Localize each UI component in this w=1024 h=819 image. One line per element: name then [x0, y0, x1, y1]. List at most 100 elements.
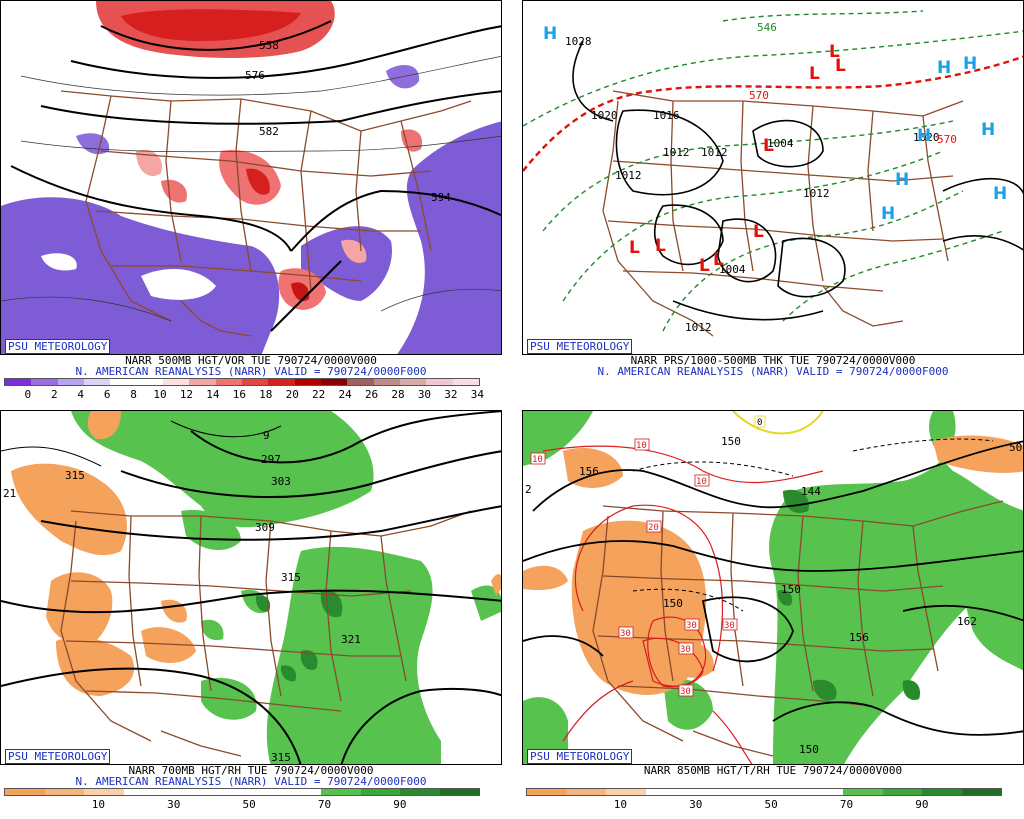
low-pressure-marker: L — [809, 64, 820, 84]
rh-colorbar-ticks-850: 10 30 50 70 90 — [526, 799, 1002, 811]
colorbar-tick-label: 10 — [613, 798, 628, 811]
high-pressure-marker: H — [963, 54, 977, 74]
temp-label-20: 20 — [648, 523, 659, 533]
contour-label-594: 594 — [431, 191, 451, 204]
low-pressure-marker: L — [763, 136, 774, 156]
map-500mb: 558 576 582 594 PSU METEOROLOGY — [0, 0, 502, 355]
pressure-label-1012-a: 1012 — [663, 146, 690, 159]
low-pressure-marker: L — [835, 56, 846, 76]
colorbar-swatch — [321, 789, 361, 795]
colorbar-swatch — [57, 379, 84, 385]
low-pressure-marker: L — [829, 42, 840, 62]
height-label-150-c: 150 — [799, 743, 819, 756]
colorbar-tick-label: 14 — [206, 388, 220, 401]
temp-label-10-c: 10 — [696, 477, 707, 487]
colorbar-tick-label: 24 — [338, 388, 352, 401]
colorbar-swatch — [961, 789, 1001, 795]
contour-label-558: 558 — [259, 39, 279, 52]
low-pressure-marker: L — [699, 256, 710, 276]
colorbar-tick-label: 70 — [317, 798, 332, 811]
height-label-150-b: 150 — [781, 583, 801, 596]
colorbar-swatch — [360, 789, 400, 795]
colorbar-swatch — [294, 379, 321, 385]
colorbar-swatch — [922, 789, 962, 795]
colorbar-swatch — [189, 379, 216, 385]
colorbar-tick-label: 50 — [764, 798, 778, 811]
colorbar-swatch — [566, 789, 606, 795]
colorbar-swatch — [163, 789, 203, 795]
contour-label-315-a: 315 — [65, 469, 85, 482]
map-valid-line: N. AMERICAN REANALYSIS (NARR) VALID = 79… — [75, 365, 427, 378]
contour-label-303: 303 — [271, 475, 291, 488]
colorbar-tick-label: 6 — [103, 388, 111, 401]
colorbar-swatch — [136, 379, 163, 385]
colorbar-tick-label: 12 — [179, 388, 194, 401]
panel-850mb-temperature: 156 144 150 150 156 162 150 150 2 50 — [522, 410, 1024, 819]
contour-label-9: 9 — [263, 429, 270, 442]
contour-label-297: 297 — [261, 453, 281, 466]
vorticity-colorbar — [4, 378, 480, 386]
high-pressure-marker: H — [543, 24, 557, 44]
colorbar-tick-label: 10 — [91, 798, 106, 811]
high-pressure-marker: H — [895, 170, 909, 190]
contour-label-309: 309 — [255, 521, 275, 534]
pressure-label-1012-c: 1012 — [701, 146, 728, 159]
map-title: NARR 500MB HGT/VOR TUE 790724/0000V000 — [125, 354, 377, 367]
colorbar-swatch — [882, 789, 922, 795]
high-pressure-marker: H — [881, 204, 895, 224]
rh-colorbar — [4, 788, 480, 796]
colorbar-swatch — [31, 379, 58, 385]
colorbar-tick-label: 34 — [470, 388, 484, 401]
map-surface: 1028 1020 1016 1012 1012 1012 1004 1012 … — [522, 0, 1024, 355]
colorbar-tick-label: 10 — [153, 388, 167, 401]
colorbar-tick-label: 26 — [364, 388, 379, 401]
colorbar-tick-label: 8 — [130, 388, 137, 401]
colorbar-swatch — [84, 789, 124, 795]
psu-meteorology-badge: PSU METEOROLOGY — [5, 749, 111, 764]
colorbar-swatch — [724, 789, 764, 795]
colorbar-swatch — [685, 789, 725, 795]
pressure-label-1020: 1020 — [591, 109, 618, 122]
high-pressure-marker: H — [981, 120, 995, 140]
map-surface-graphic: 1028 1020 1016 1012 1012 1012 1004 1012 … — [523, 10, 1023, 337]
map-title: NARR PRS/1000-500MB THK TUE 790724/0000V… — [630, 354, 916, 367]
high-pressure-marker: H — [937, 58, 951, 78]
pressure-label-1016: 1016 — [653, 109, 680, 122]
colorbar-swatch — [123, 789, 163, 795]
map-valid-line: N. AMERICAN REANALYSIS (NARR) VALID = 79… — [597, 365, 949, 378]
pressure-label-1012-d: 1012 — [803, 187, 830, 200]
panel-surface-pressure: 1028 1020 1016 1012 1012 1012 1004 1012 … — [522, 0, 1024, 409]
colorbar-swatch — [215, 379, 242, 385]
colorbar-swatch — [281, 789, 321, 795]
contour-label-315-c: 315 — [271, 751, 291, 764]
high-pressure-marker: H — [993, 184, 1007, 204]
contour-label-582: 582 — [259, 125, 279, 138]
colorbar-tick-label: 90 — [393, 798, 407, 811]
contour-label-21: 21 — [3, 487, 16, 500]
pressure-label-1012-b: 1012 — [615, 169, 642, 182]
height-label-156-a: 156 — [579, 465, 599, 478]
map-valid-line: N. AMERICAN REANALYSIS (NARR) VALID = 79… — [75, 775, 427, 788]
height-label-150-d: 150 — [721, 435, 741, 448]
thickness-label-546: 546 — [757, 21, 777, 34]
colorbar-tick-label: 20 — [285, 388, 299, 401]
colorbar-tick-label: 22 — [312, 388, 326, 401]
colorbar-swatch — [843, 789, 883, 795]
temp-label-10-a: 10 — [532, 455, 543, 465]
temp-label-30-e: 30 — [680, 687, 691, 697]
temp-label-30-a: 30 — [620, 629, 631, 639]
vorticity-colorbar-ticks: 0 2 4 6 8 10 12 14 16 18 20 22 24 26 28 30 32 34 — [4, 388, 483, 401]
colorbar-tick-label: 32 — [444, 388, 458, 401]
colorbar-tick-label: 16 — [232, 388, 246, 401]
psu-meteorology-badge: PSU METEOROLOGY — [5, 339, 111, 354]
pressure-label-1020-b: 1020 — [913, 131, 940, 144]
height-label-50: 50 — [1009, 441, 1022, 454]
panel-700mb-rh: 315 297 303 309 315 321 315 21 9 PSU MET… — [0, 410, 502, 819]
map-700mb-graphic: 315 297 303 309 315 321 315 21 9 — [1, 411, 501, 764]
colorbar-tick-label: 90 — [915, 798, 929, 811]
temp-label-30-b: 30 — [686, 621, 697, 631]
low-pressure-marker: L — [753, 222, 764, 242]
colorbar-swatch — [241, 379, 269, 385]
colorbar-swatch — [426, 379, 453, 385]
colorbar-tick-label: 30 — [167, 798, 181, 811]
